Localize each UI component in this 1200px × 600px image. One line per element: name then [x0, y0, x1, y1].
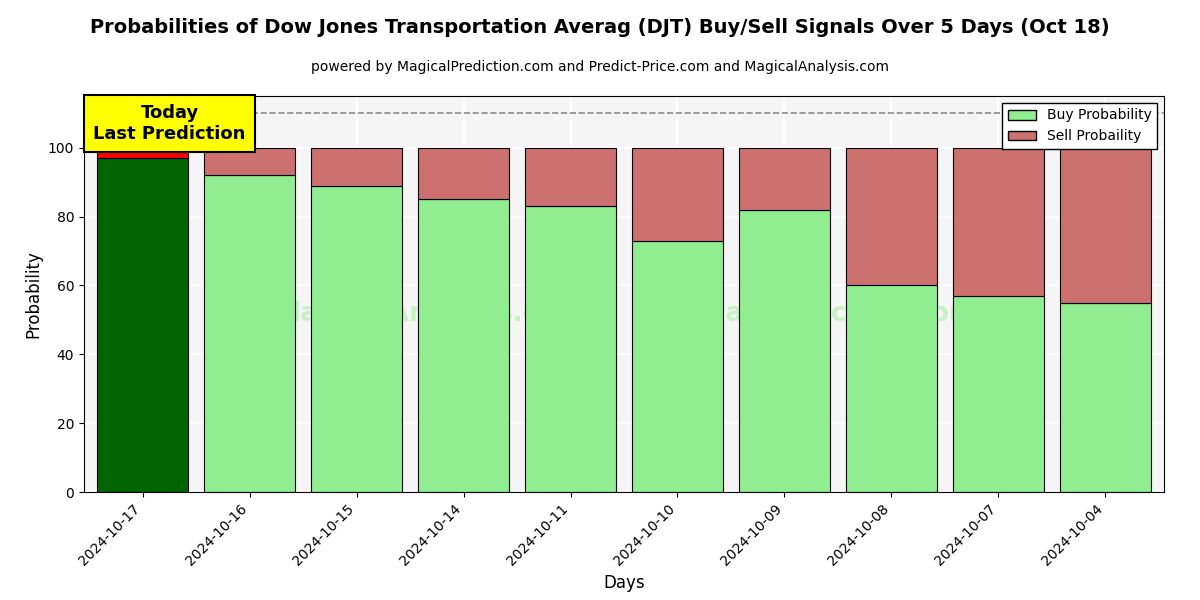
Bar [846, 286, 937, 492]
Bar [846, 148, 937, 286]
Bar [953, 148, 1044, 296]
Bar [1060, 302, 1151, 492]
Bar [311, 185, 402, 492]
Bar [418, 148, 509, 199]
Text: MagicalPrediction.com: MagicalPrediction.com [638, 301, 977, 327]
Bar [311, 148, 402, 185]
Bar [632, 241, 722, 492]
Bar [1060, 148, 1151, 302]
Bar [418, 199, 509, 492]
Bar [739, 209, 830, 492]
Bar [953, 296, 1044, 492]
Bar [632, 148, 722, 241]
Bar [97, 158, 188, 492]
Legend: Buy Probability, Sell Probaility: Buy Probability, Sell Probaility [1002, 103, 1157, 149]
Text: Probabilities of Dow Jones Transportation Averag (DJT) Buy/Sell Signals Over 5 D: Probabilities of Dow Jones Transportatio… [90, 18, 1110, 37]
Bar [526, 206, 616, 492]
Bar [204, 148, 295, 175]
Text: Today
Last Prediction: Today Last Prediction [94, 104, 246, 143]
Bar [97, 148, 188, 158]
Bar [204, 175, 295, 492]
Bar [526, 148, 616, 206]
Y-axis label: Probability: Probability [24, 250, 42, 338]
Text: powered by MagicalPrediction.com and Predict-Price.com and MagicalAnalysis.com: powered by MagicalPrediction.com and Pre… [311, 60, 889, 74]
Text: MagicalAnalysis.com: MagicalAnalysis.com [275, 301, 584, 327]
Bar [739, 148, 830, 209]
X-axis label: Days: Days [604, 574, 644, 592]
